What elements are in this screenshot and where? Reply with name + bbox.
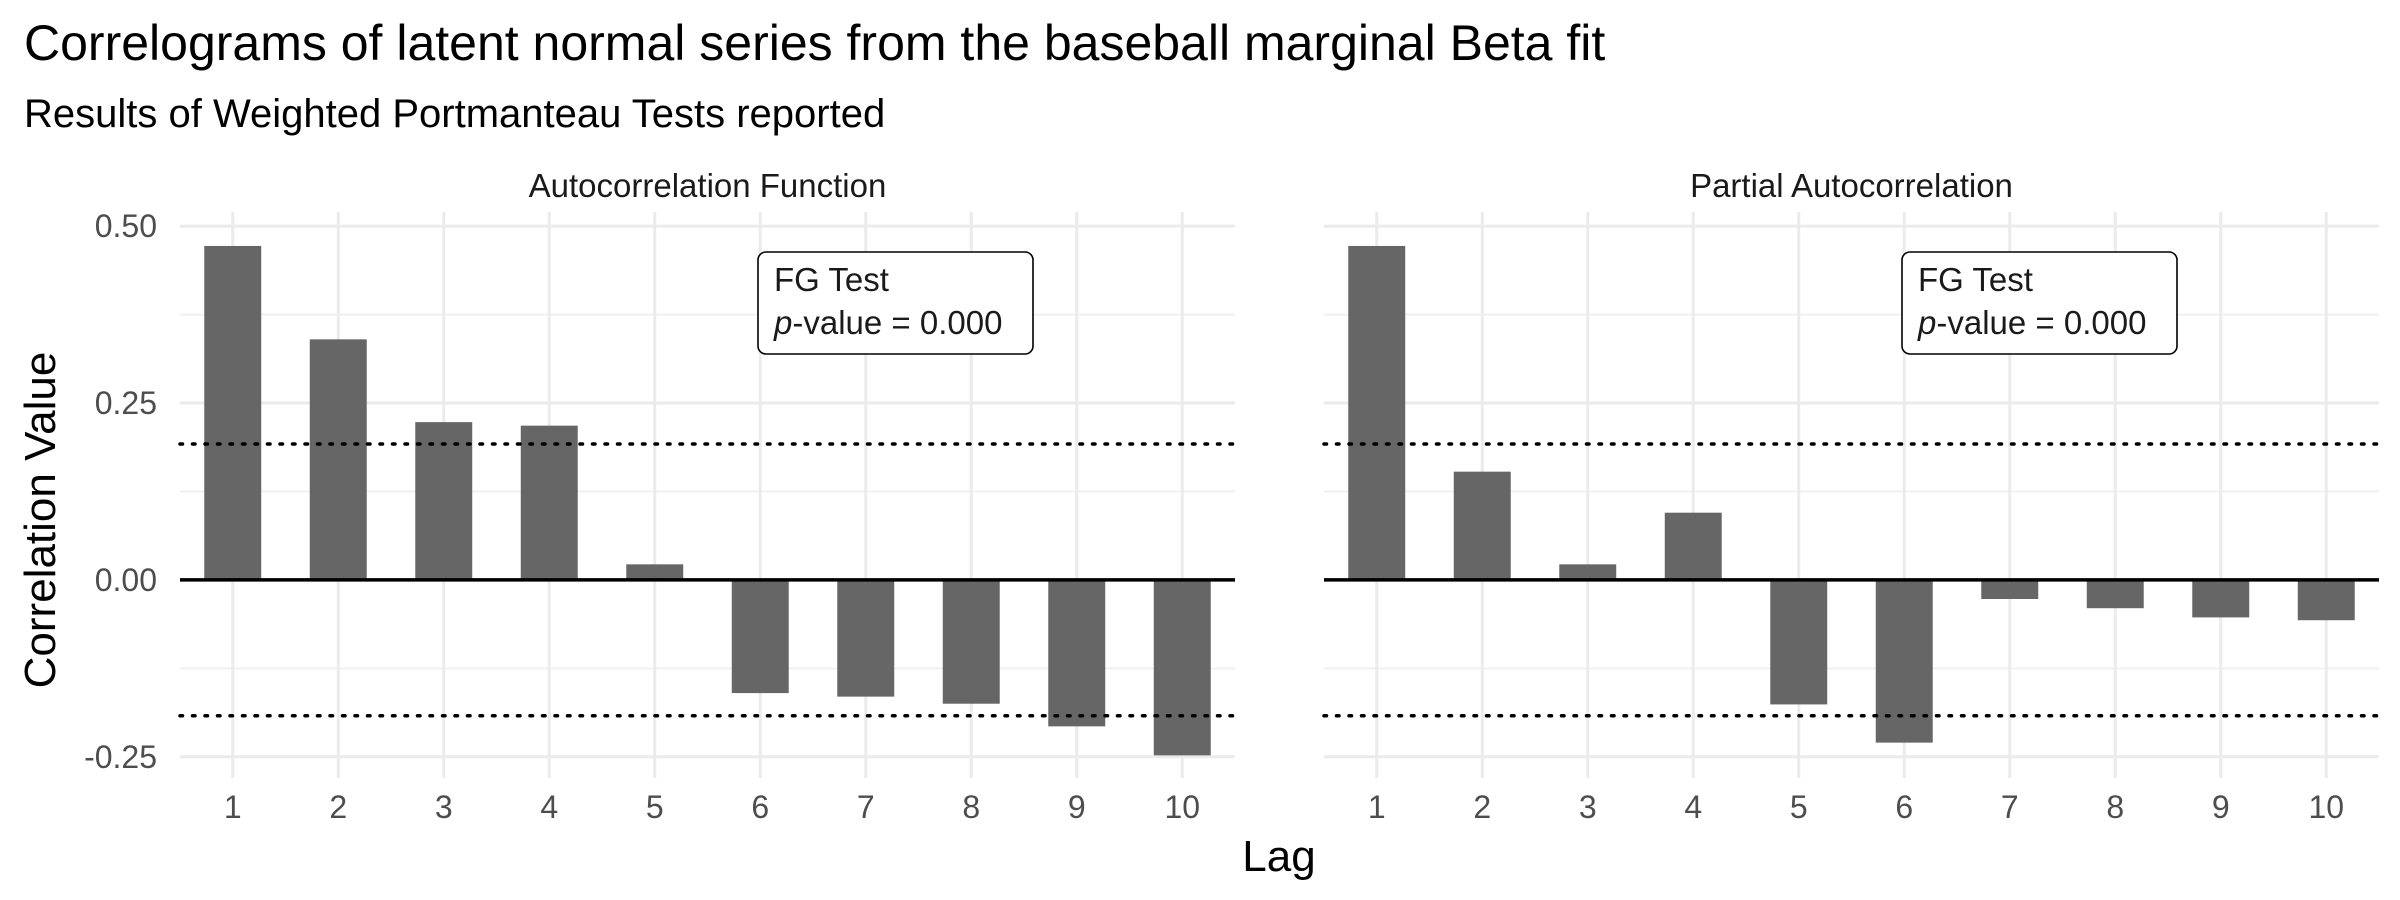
x-tick-label: 8 [2106, 789, 2124, 825]
bar-lag-9 [2192, 580, 2249, 617]
x-axis-label: Lag [1242, 832, 1315, 881]
panel-strip-label: Partial Autocorrelation [1690, 167, 2013, 204]
bar-lag-1 [204, 246, 261, 580]
p-value-text: -value = 0.000 [792, 304, 1002, 341]
bar-lag-2 [310, 339, 367, 580]
bar-lag-7 [1981, 580, 2038, 599]
panel-2: 1 2 3 4 5 6 7 8 9 10 Partial Autocorrelation FG Tes… [1324, 167, 2379, 825]
x-tick-label: 7 [2001, 789, 2019, 825]
bar-lag-5 [626, 564, 683, 580]
y-tick-label: -0.25 [84, 739, 157, 775]
p-italic: p [1917, 304, 1936, 341]
x-tick-label: 2 [329, 789, 347, 825]
x-tick-label: 5 [1790, 789, 1808, 825]
x-tick-label: 10 [2308, 789, 2344, 825]
x-tick-label: 5 [646, 789, 664, 825]
x-tick-label: 10 [1164, 789, 1200, 825]
bar-lag-4 [1665, 513, 1722, 580]
x-tick-label: 6 [751, 789, 769, 825]
y-tick-label: 0.50 [95, 208, 157, 244]
bar-lag-10 [1154, 580, 1211, 755]
bar-lag-6 [732, 580, 789, 693]
bar-lag-4 [521, 426, 578, 580]
test-name-label: FG Test [774, 261, 889, 298]
x-tick-label: 1 [224, 789, 242, 825]
x-tick-label: 3 [1579, 789, 1597, 825]
p-value-label: p-value = 0.000 [1917, 304, 2146, 341]
bar-lag-1 [1348, 246, 1405, 580]
x-tick-label: 7 [857, 789, 875, 825]
x-tick-label: 6 [1895, 789, 1913, 825]
bar-lag-2 [1454, 472, 1511, 580]
bar-lag-8 [943, 580, 1000, 704]
x-tick-label: 4 [540, 789, 558, 825]
bar-lag-5 [1770, 580, 1827, 705]
x-tick-label: 4 [1684, 789, 1702, 825]
p-value-text: -value = 0.000 [1936, 304, 2146, 341]
y-axis-label: Correlation Value [16, 352, 65, 689]
chart-subtitle: Results of Weighted Portmanteau Tests re… [24, 92, 885, 136]
p-italic: p [773, 304, 792, 341]
x-tick-label: 3 [435, 789, 453, 825]
p-value-label: p-value = 0.000 [773, 304, 1002, 341]
bar-lag-7 [837, 580, 894, 697]
x-tick-label: 9 [1068, 789, 1086, 825]
panel-1: 1 2 3 4 5 6 7 8 9 10 Autocorrelation Function FG Te… [180, 167, 1235, 825]
x-tick-label: 9 [2212, 789, 2230, 825]
chart-title: Correlograms of latent normal series fro… [24, 15, 1605, 71]
panels-group: 1 2 3 4 5 6 7 8 9 10 Autocorrelation Function FG Te… [84, 167, 2379, 825]
bar-lag-10 [2298, 580, 2355, 620]
bar-lag-9 [1048, 580, 1105, 726]
x-tick-label: 1 [1368, 789, 1386, 825]
x-tick-label: 8 [962, 789, 980, 825]
panel-strip-label: Autocorrelation Function [529, 167, 887, 204]
test-name-label: FG Test [1918, 261, 2033, 298]
bar-lag-8 [2087, 580, 2144, 608]
y-tick-label: 0.25 [95, 385, 157, 421]
x-tick-label: 2 [1473, 789, 1491, 825]
y-tick-label: 0.00 [95, 562, 157, 598]
bar-lag-3 [1559, 564, 1616, 580]
bar-lag-6 [1876, 580, 1933, 743]
